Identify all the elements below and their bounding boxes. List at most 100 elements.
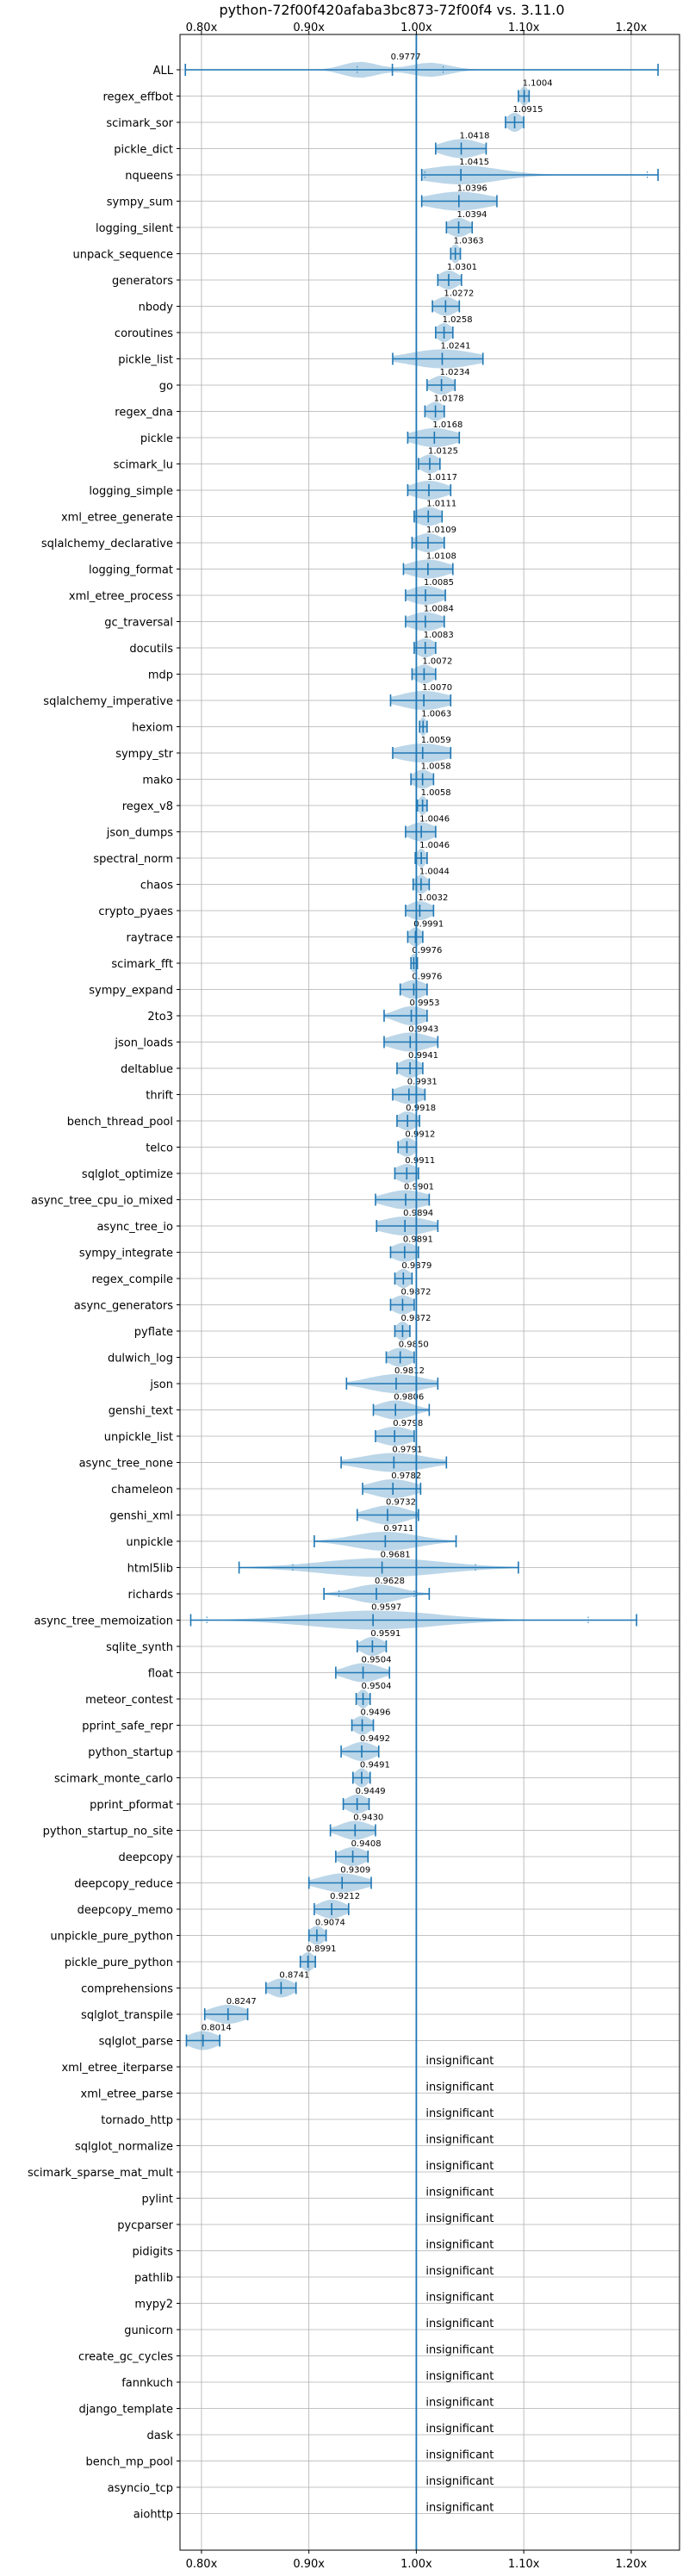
insignificant-label: insignificant (425, 2423, 493, 2436)
benchmark-label: async_generators (74, 1300, 174, 1313)
value-label: 1.0125 (428, 447, 458, 457)
insignificant-label: insignificant (425, 2344, 493, 2357)
value-label: 0.9798 (393, 1419, 423, 1428)
value-label: 1.0046 (419, 815, 450, 824)
benchmark-label: unpickle_list (104, 1431, 173, 1444)
benchmark-label: telco (146, 1142, 173, 1155)
benchmark-label: sqlglot_transpile (81, 2009, 173, 2022)
benchmark-label: crypto_pyaes (98, 905, 173, 918)
value-label: 0.9953 (410, 999, 440, 1008)
benchmark-label: pidigits (133, 2246, 174, 2259)
benchmark-label: json (149, 1378, 173, 1391)
value-label: 0.8014 (202, 2024, 232, 2033)
benchmark-label: pickle (140, 432, 173, 445)
benchmark-label: genshi_xml (109, 1510, 173, 1523)
y-axis-labels: ALL regex_effbot scimark_sor pickle_dictnqu… (28, 65, 174, 2522)
insignificant-label: insignificant (425, 2055, 493, 2068)
value-label: 1.0394 (457, 210, 487, 220)
benchmark-label: chaos (140, 880, 173, 893)
value-label: 0.9976 (412, 946, 442, 955)
benchmark-label: xml_etree_iterparse (61, 2062, 173, 2075)
benchmark-label: asyncio_tcp (108, 2482, 173, 2495)
x-tick-label-bottom: 1.20x (616, 2558, 648, 2571)
value-label: 0.9850 (399, 1341, 429, 1350)
benchmark-label: fannkuch (121, 2377, 173, 2390)
benchmark-label: generators (112, 275, 173, 288)
value-label: 0.9591 (370, 1629, 400, 1639)
benchmark-label: sqlite_synth (106, 1641, 173, 1654)
benchmark-label: logging_format (89, 564, 173, 577)
value-label: 1.0234 (440, 368, 470, 377)
value-label: 1.0072 (422, 657, 452, 667)
chart-title: python-72f00f420afaba3bc873-72f00f4 vs. … (219, 2, 564, 18)
insignificant-label: insignificant (425, 2318, 493, 2330)
value-label: 1.0915 (513, 105, 543, 115)
benchmark-label: sympy_str (115, 748, 173, 761)
value-label: 1.0178 (434, 395, 464, 404)
benchmark-label: pprint_pformat (90, 1799, 173, 1812)
x-axis-ticks: 0.80x 0.80x 0.90x 0.90x 1.00x 1.00x 1.10x 1.10x… (177, 22, 647, 2571)
value-label: 1.0058 (421, 788, 451, 798)
benchmark-label: python_startup_no_site (43, 1826, 173, 1839)
benchmark-label: gc_traversal (104, 617, 173, 630)
value-label: 1.0084 (424, 605, 454, 614)
benchmark-label: pickle_list (118, 354, 173, 367)
benchmark-label: genshi_text (109, 1405, 173, 1418)
benchmark-label: sqlalchemy_imperative (43, 695, 173, 708)
benchmark-label: comprehensions (81, 1983, 173, 1996)
value-label: 0.9408 (351, 1839, 382, 1849)
value-label: 0.9449 (356, 1787, 386, 1796)
benchmark-label: nqueens (125, 170, 173, 183)
value-label: 1.0058 (421, 762, 451, 772)
value-label: 1.0063 (421, 710, 451, 719)
value-label: 0.9931 (407, 1078, 438, 1087)
value-label: 1.0085 (424, 578, 454, 588)
value-label: 1.0301 (447, 263, 477, 272)
value-label: 0.9901 (404, 1183, 434, 1192)
benchmark-label: coroutines (115, 327, 173, 340)
value-label: 1.0032 (418, 893, 448, 903)
benchmark-label: deepcopy_memo (78, 1904, 173, 1917)
value-label: 0.9504 (362, 1656, 392, 1665)
benchmark-label: ALL (153, 65, 174, 78)
benchmark-label: json_dumps (106, 827, 173, 840)
value-label: 1.0117 (427, 473, 457, 482)
value-label: 1.0241 (440, 342, 470, 352)
insignificant-label: insignificant (425, 2107, 493, 2120)
benchmark-label: gunicorn (124, 2324, 173, 2337)
value-label: 0.9628 (375, 1577, 405, 1586)
value-label: 0.9976 (412, 973, 442, 982)
benchmark-label: unpickle_pure_python (50, 1931, 173, 1944)
value-label: 0.9504 (362, 1682, 392, 1691)
benchmark-label: sqlalchemy_declarative (41, 538, 173, 551)
value-label: 0.9812 (394, 1366, 425, 1376)
benchmark-label: dulwich_log (108, 1353, 173, 1366)
value-label: 1.0272 (444, 289, 474, 299)
benchmark-label: docutils (129, 643, 173, 656)
benchmark-label: xml_etree_parse (81, 2088, 173, 2101)
benchmark-label: mako (142, 775, 173, 787)
insignificant-label: insignificant (425, 2370, 493, 2383)
benchmark-label: sqlglot_optimize (82, 1168, 173, 1181)
benchmark-label: deltablue (121, 1063, 173, 1076)
insignificant-label: insignificant (425, 2502, 493, 2515)
benchmark-label: deepcopy (118, 1851, 173, 1864)
benchmark-label: pickle_dict (114, 144, 173, 157)
value-label: 0.9597 (371, 1603, 401, 1613)
value-label: 1.0396 (457, 184, 487, 194)
benchmark-label: pyflate (134, 1326, 173, 1339)
benchmark-label: 2to3 (147, 1011, 173, 1024)
benchmark-label: dask (146, 2430, 173, 2442)
benchmark-label: regex_dna (115, 407, 173, 420)
value-label: 0.9777 (391, 53, 421, 62)
insignificant-label: insignificant (425, 2212, 493, 2225)
benchmark-label: mdp (148, 669, 173, 682)
benchmark-label: mypy2 (134, 2299, 173, 2312)
x-tick-label-top: 0.80x (186, 22, 218, 34)
benchmark-label: async_tree_io (96, 1221, 173, 1234)
benchmark-label: async_tree_cpu_io_mixed (31, 1195, 173, 1208)
insignificant-label: insignificant (425, 2187, 493, 2200)
benchmark-label: unpack_sequence (72, 249, 173, 262)
value-label: 0.8991 (307, 1944, 337, 1954)
